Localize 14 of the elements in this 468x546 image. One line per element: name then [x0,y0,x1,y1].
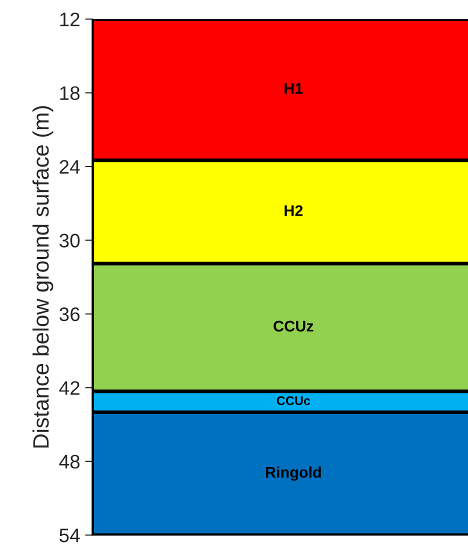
series-label: H2 [284,205,303,216]
y-tick-label: 24 [60,160,80,174]
y-tick-label: 12 [60,12,80,26]
y-tick-label: 18 [60,86,80,100]
y-tick-label: 54 [60,528,80,542]
series-label: Ringold [266,466,321,481]
series-label: CCUc [276,396,310,406]
y-tick-label: 36 [60,307,80,322]
y-tick-label: 42 [59,381,80,395]
y-tick-label: 48 [59,454,80,469]
series-label: H1 [284,83,303,94]
series-label: CCUz [274,320,314,332]
y-tick-label: 30 [60,234,80,248]
y-axis-title: Distance below ground surface (m) [32,106,54,448]
